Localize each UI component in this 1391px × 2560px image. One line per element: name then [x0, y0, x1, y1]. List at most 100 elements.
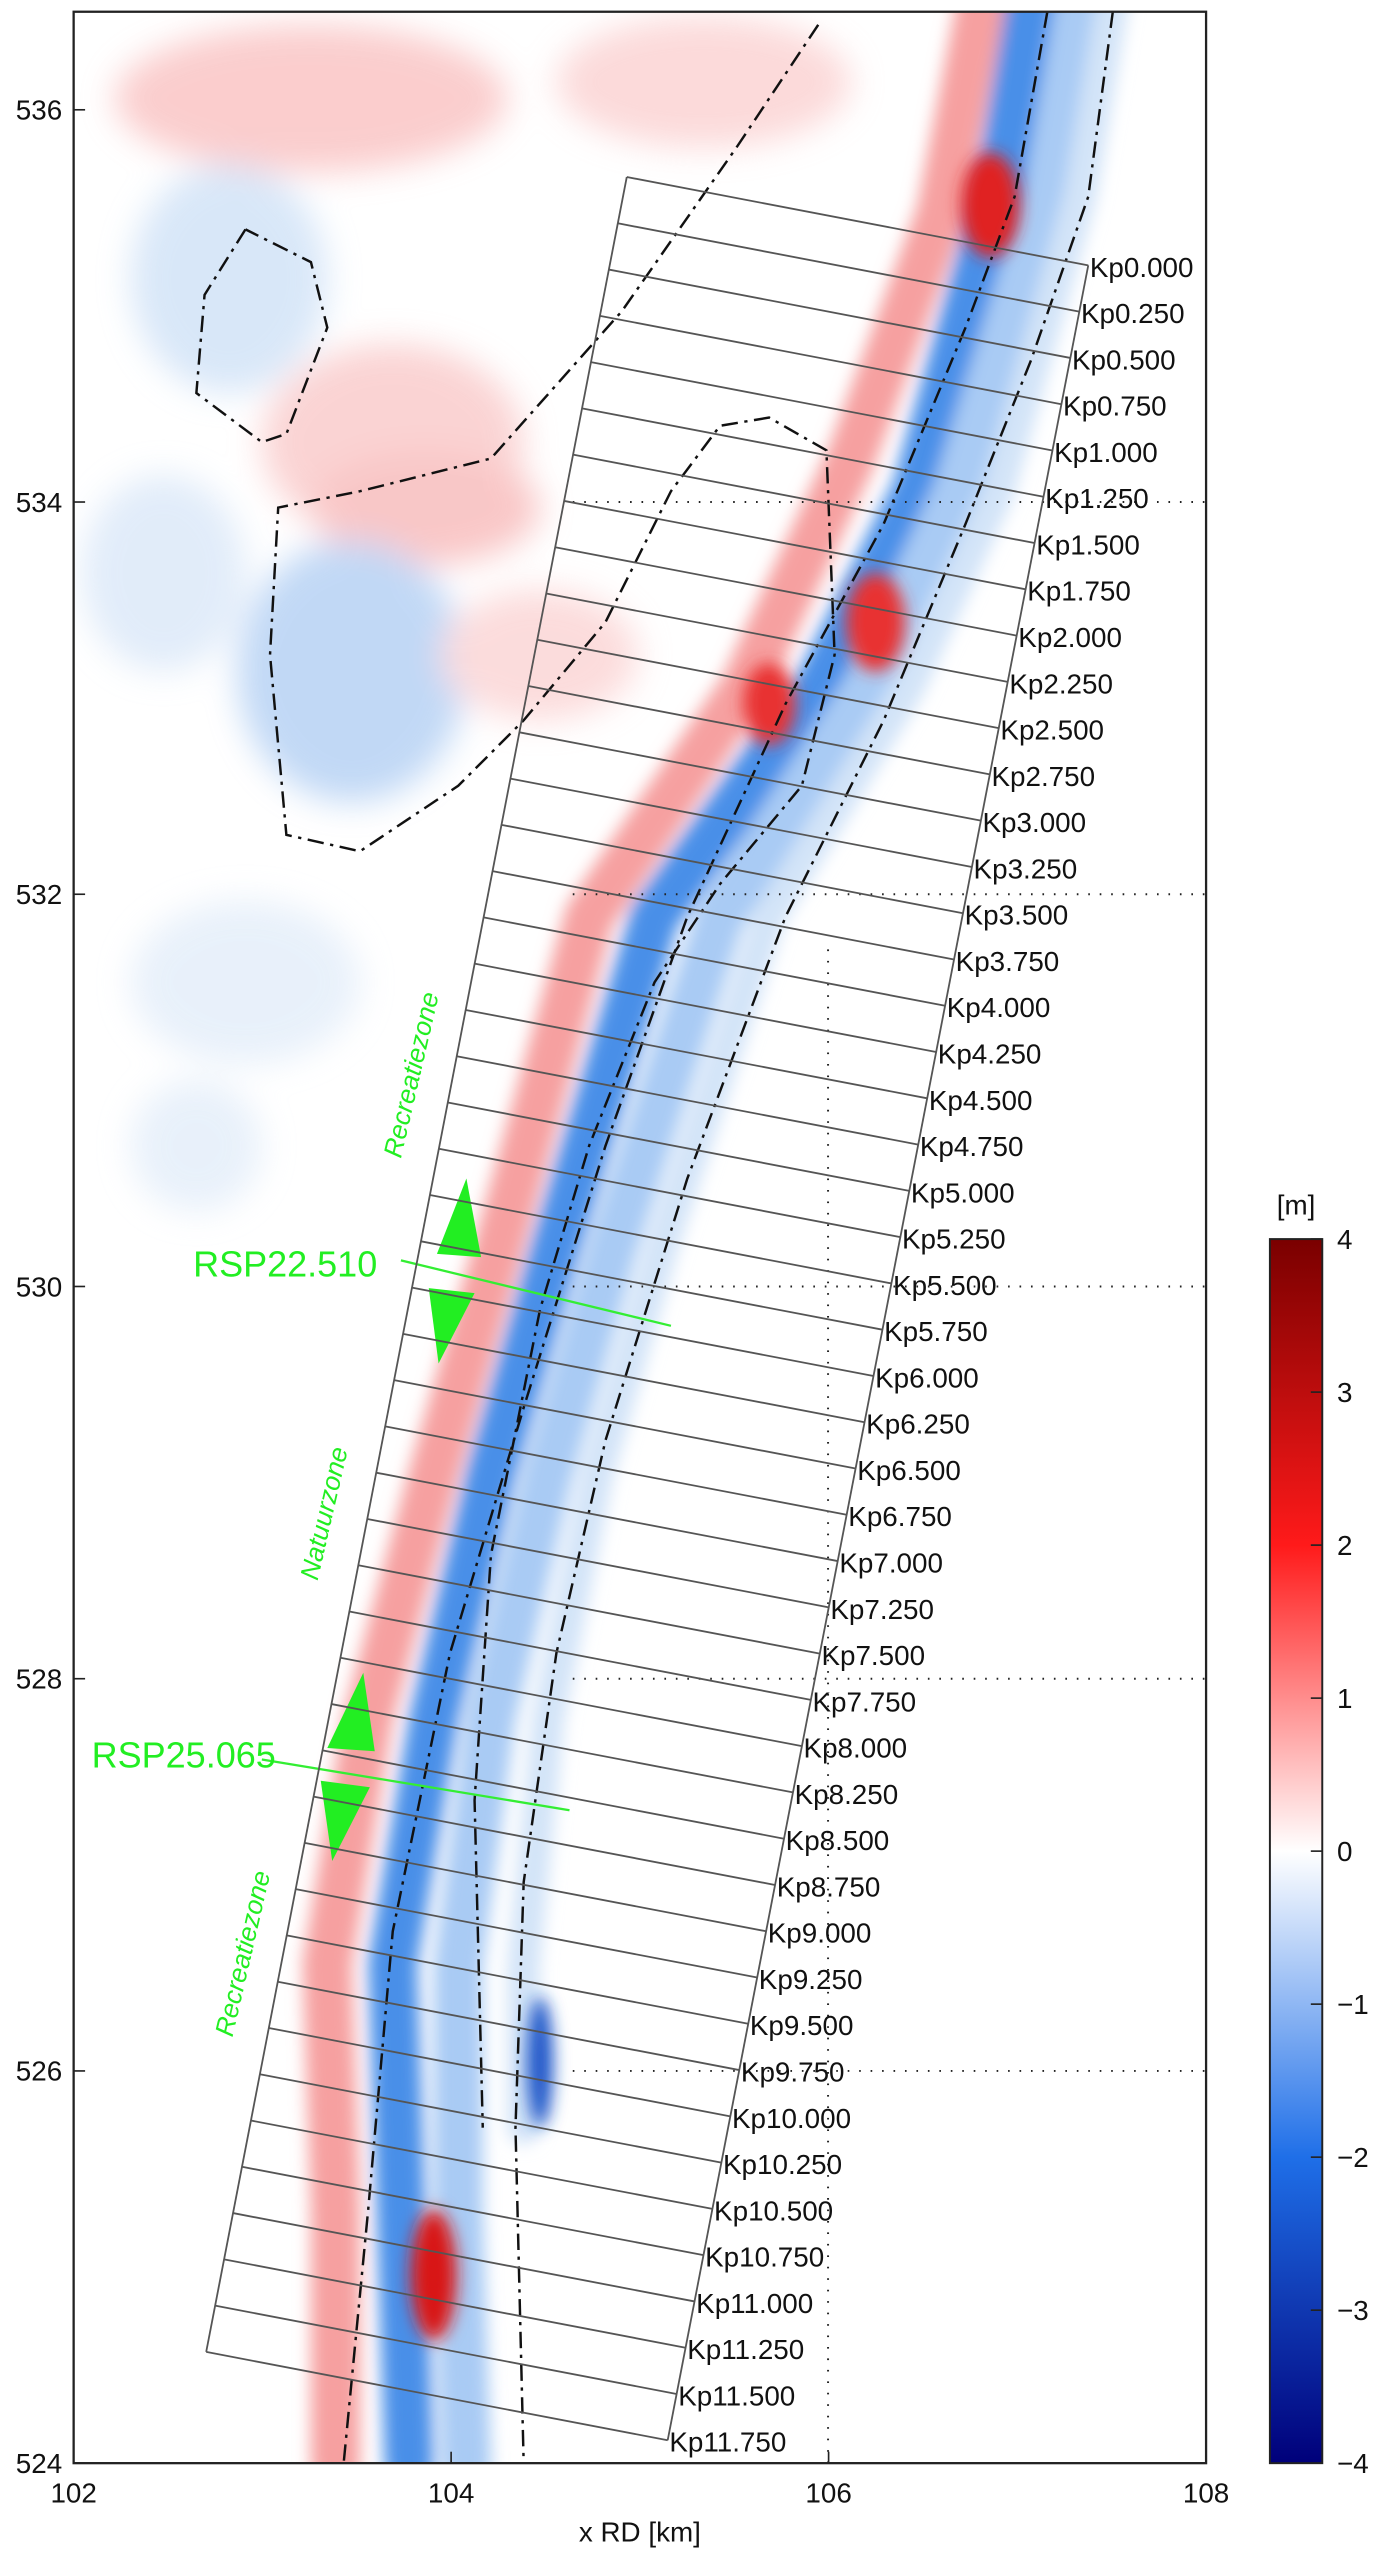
field	[81, 11, 1128, 2464]
transect	[474, 962, 937, 1053]
y-tick-label: 530	[16, 1271, 62, 1302]
zone-label: Natuurzone	[294, 1444, 354, 1583]
transect-label: Kp0.000	[1090, 252, 1194, 283]
transect-label: Kp10.750	[705, 2242, 824, 2273]
profile-line	[261, 1758, 570, 1812]
transect-label: Kp7.250	[830, 1594, 934, 1625]
transect-label: Kp7.500	[821, 1640, 925, 1671]
y-tick-label: 528	[16, 1664, 62, 1695]
transect	[563, 500, 1026, 591]
transect	[304, 1841, 767, 1933]
transect	[313, 1795, 776, 1886]
transect-label: Kp5.500	[893, 1270, 997, 1301]
arrow	[436, 1178, 482, 1258]
transect-label: Kp11.750	[669, 2427, 786, 2458]
colorbar-tick-label: 2	[1337, 1530, 1352, 1561]
transect	[528, 685, 990, 776]
transect	[331, 1703, 794, 1794]
transect	[590, 361, 1053, 452]
colorbar-tick-label: 3	[1337, 1377, 1352, 1408]
transect	[429, 1194, 892, 1285]
transect	[286, 1934, 749, 2025]
transect-label: Kp4.500	[929, 1085, 1033, 1116]
transect	[322, 1749, 785, 1840]
transect-label: Kp11.000	[696, 2288, 813, 2319]
transect	[268, 2027, 731, 2118]
transect-label: Kp10.500	[714, 2195, 833, 2226]
transect-label: Kp10.250	[723, 2149, 842, 2180]
transect-label: Kp5.250	[902, 1224, 1006, 1255]
colorbar-tick-label: −1	[1337, 1989, 1369, 2020]
transect	[340, 1656, 803, 1748]
colorbar-tick-label: 0	[1337, 1836, 1352, 1867]
transect-label: Kp9.750	[741, 2057, 845, 2088]
transect-label: Kp6.750	[848, 1501, 952, 1532]
transect-label: Kp1.750	[1027, 576, 1131, 607]
transect	[608, 268, 1071, 359]
transect-label: Kp1.000	[1054, 437, 1158, 468]
transect	[501, 823, 964, 915]
transect-label: Kp8.500	[786, 1825, 890, 1856]
profile-label: RSP22.510	[193, 1244, 377, 1285]
transect-label: Kp0.500	[1072, 344, 1176, 375]
transect	[537, 638, 999, 730]
y-tick-label: 526	[16, 2056, 62, 2087]
transect-label: Kp8.000	[804, 1733, 908, 1764]
transect-label: Kp8.250	[795, 1779, 899, 1810]
transect	[626, 176, 1089, 267]
transect-label: Kp5.750	[884, 1316, 988, 1347]
transect-label: Kp3.000	[983, 807, 1087, 838]
transect	[555, 546, 1017, 637]
transect	[358, 1564, 820, 1655]
transect	[367, 1518, 829, 1609]
transect-label: Kp9.500	[750, 2010, 854, 2041]
transect-label: Kp10.000	[732, 2103, 851, 2134]
transect	[447, 1101, 910, 1192]
transect-label: Kp7.000	[839, 1548, 943, 1579]
zone-label: Recreatiezone	[378, 989, 445, 1160]
transect	[393, 1379, 856, 1470]
transect-label: Kp4.250	[938, 1038, 1042, 1069]
transect-label: Kp4.000	[947, 992, 1051, 1023]
transect	[214, 2304, 677, 2395]
transect-label: Kp3.250	[974, 853, 1078, 884]
transect	[277, 1980, 740, 2071]
transect	[492, 870, 955, 961]
colorbar-tick-label: −3	[1337, 2295, 1369, 2326]
transect	[519, 731, 982, 822]
x-tick-label: 108	[1183, 2477, 1229, 2508]
transect-label: Kp6.250	[866, 1409, 970, 1440]
transect	[546, 592, 1008, 683]
transect	[465, 1009, 928, 1100]
transect-label: Kp3.500	[965, 900, 1069, 931]
profile-line	[400, 1259, 672, 1327]
transect	[241, 2165, 704, 2257]
y-tick-label: 524	[16, 2448, 62, 2479]
transect-edge	[666, 265, 1090, 2441]
arrow	[428, 1288, 475, 1364]
transect-label: Kp0.250	[1081, 298, 1185, 329]
x-tick-label: 104	[428, 2477, 474, 2508]
transect	[617, 222, 1080, 313]
transect-label: Kp11.250	[687, 2334, 804, 2365]
transect-label: Kp2.250	[1009, 668, 1113, 699]
transect	[599, 314, 1062, 406]
y-tick-label: 536	[16, 95, 62, 126]
transect-label: Kp7.750	[812, 1686, 916, 1717]
transect	[206, 2351, 668, 2442]
transect-label: Kp11.500	[678, 2380, 795, 2411]
transect-label: Kp9.250	[759, 1964, 863, 1995]
transect	[259, 2073, 722, 2164]
y-tick-label: 532	[16, 879, 62, 910]
transect	[581, 407, 1044, 498]
x-tick-label: 106	[805, 2477, 851, 2508]
transect-label: Kp1.500	[1036, 529, 1140, 560]
transect	[411, 1286, 874, 1377]
transect-label: Kp3.750	[956, 946, 1060, 977]
transect-label: Kp6.000	[875, 1362, 979, 1393]
transect-label: Kp1.250	[1045, 483, 1149, 514]
transect	[572, 453, 1035, 544]
transect-label: Kp5.000	[911, 1177, 1015, 1208]
transect	[376, 1471, 838, 1562]
transect-label: Kp4.750	[920, 1131, 1024, 1162]
